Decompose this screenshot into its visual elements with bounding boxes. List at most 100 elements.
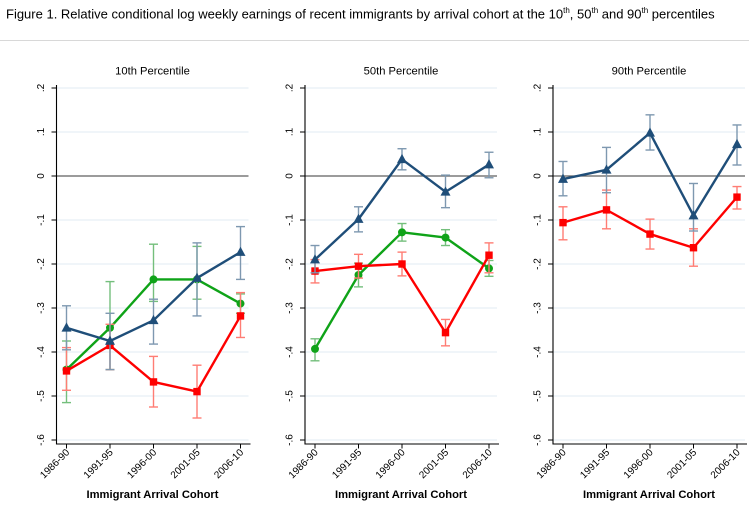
- title-separator: [0, 40, 749, 41]
- x-axis-title: Immigrant Arrival Cohort: [335, 489, 467, 501]
- data-marker-triangle: [688, 210, 699, 220]
- y-tick-label: .1: [36, 127, 47, 136]
- data-marker-triangle: [732, 138, 742, 149]
- x-tick-label: 2001-05: [417, 447, 451, 481]
- data-marker-square: [646, 230, 654, 238]
- data-marker-square: [354, 262, 363, 270]
- series-green-circle: [310, 222, 494, 362]
- title-text: , 50: [569, 6, 592, 22]
- data-marker-square: [559, 218, 567, 227]
- y-tick-label: 0: [285, 173, 296, 179]
- y-tick-label: -.5: [36, 390, 47, 402]
- y-tick-label: .2: [533, 83, 544, 92]
- y-tick-label: .2: [36, 83, 47, 92]
- x-tick-label: 2001-05: [665, 447, 699, 481]
- x-tick-label: 1986-90: [287, 447, 321, 481]
- data-marker-square: [485, 251, 493, 259]
- data-marker-triangle: [397, 153, 407, 164]
- y-tick-label: -.3: [533, 302, 544, 314]
- series-navy-triangle: [61, 225, 246, 371]
- y-tick-label: -.6: [36, 434, 47, 446]
- x-tick-label: 1986-90: [38, 447, 72, 481]
- panel-title: 10th Percentile: [115, 66, 190, 78]
- data-marker-square: [733, 193, 741, 201]
- y-tick-label: -.4: [533, 346, 544, 358]
- data-marker-triangle: [484, 159, 494, 169]
- y-tick-label: -.1: [285, 214, 296, 226]
- data-marker-square: [398, 260, 406, 268]
- y-tick-label: 0: [533, 173, 544, 179]
- data-marker-triangle: [310, 254, 320, 264]
- y-tick-label: -.2: [285, 258, 296, 270]
- y-tick-label: -.2: [533, 258, 544, 270]
- series-red-square: [558, 185, 742, 267]
- y-tick-label: -.4: [285, 346, 296, 358]
- data-marker-circle: [149, 275, 158, 284]
- x-tick-label: 2001-05: [169, 447, 203, 481]
- data-marker-triangle: [440, 186, 451, 196]
- data-marker-circle: [311, 344, 319, 353]
- title-text: and 90: [598, 6, 642, 22]
- x-tick-label: 1991-95: [578, 447, 612, 481]
- data-line: [314, 158, 490, 261]
- title-superscript: th: [641, 6, 649, 15]
- series-red-square: [310, 242, 494, 347]
- data-marker-square: [236, 312, 245, 320]
- title-superscript: th: [591, 6, 599, 15]
- data-marker-square: [193, 387, 201, 396]
- title-text: percentiles: [648, 6, 715, 22]
- data-marker-circle: [441, 233, 450, 242]
- data-marker-square: [689, 244, 698, 252]
- series-navy-triangle: [558, 114, 742, 232]
- data-marker-square: [602, 206, 611, 214]
- y-tick-label: -.1: [36, 214, 47, 226]
- y-tick-label: -.6: [533, 434, 544, 446]
- series-navy-triangle: [310, 148, 494, 274]
- data-marker-triangle: [601, 164, 612, 174]
- x-tick-label: 2006-10: [461, 447, 495, 481]
- data-marker-triangle: [148, 314, 159, 325]
- y-tick-label: .1: [533, 127, 544, 136]
- data-marker-triangle: [105, 335, 115, 345]
- y-tick-label: -.1: [533, 214, 544, 226]
- y-tick-label: -.5: [285, 390, 296, 402]
- y-tick-label: -.6: [285, 434, 296, 446]
- data-marker-triangle: [353, 213, 364, 223]
- data-marker-triangle: [61, 322, 72, 332]
- x-tick-label: 1986-90: [535, 447, 569, 481]
- x-tick-label: 1996-00: [125, 447, 159, 481]
- x-tick-label: 2006-10: [709, 447, 743, 481]
- y-tick-label: -.5: [533, 390, 544, 402]
- x-tick-label: 1991-95: [82, 447, 116, 481]
- title-superscript: th: [563, 6, 570, 15]
- figure-title: Figure 1. Relative conditional log weekl…: [6, 6, 746, 22]
- data-marker-triangle: [645, 127, 655, 137]
- y-tick-label: .1: [285, 127, 296, 136]
- data-marker-triangle: [192, 272, 202, 282]
- data-marker-triangle: [558, 173, 568, 183]
- title-text: Figure 1. Relative conditional log weekl…: [6, 6, 564, 22]
- y-tick-label: .2: [285, 83, 296, 92]
- x-axis-title: Immigrant Arrival Cohort: [583, 489, 715, 501]
- y-tick-label: 0: [36, 173, 47, 179]
- data-marker-circle: [398, 228, 406, 237]
- x-tick-label: 2006-10: [212, 447, 246, 481]
- data-marker-square: [149, 378, 158, 386]
- panel-title: 50th Percentile: [364, 66, 439, 78]
- y-tick-label: -.3: [36, 302, 47, 314]
- data-marker-triangle: [235, 246, 246, 256]
- x-tick-label: 1991-95: [330, 447, 364, 481]
- y-tick-label: -.3: [285, 302, 296, 314]
- y-tick-label: -.4: [36, 346, 47, 358]
- x-tick-label: 1996-00: [374, 447, 408, 481]
- data-marker-square: [441, 328, 450, 337]
- data-marker-square: [62, 367, 71, 375]
- x-tick-label: 1996-00: [622, 447, 656, 481]
- data-line: [313, 231, 490, 350]
- panel-title: 90th Percentile: [612, 66, 687, 78]
- x-axis-title: Immigrant Arrival Cohort: [87, 489, 219, 501]
